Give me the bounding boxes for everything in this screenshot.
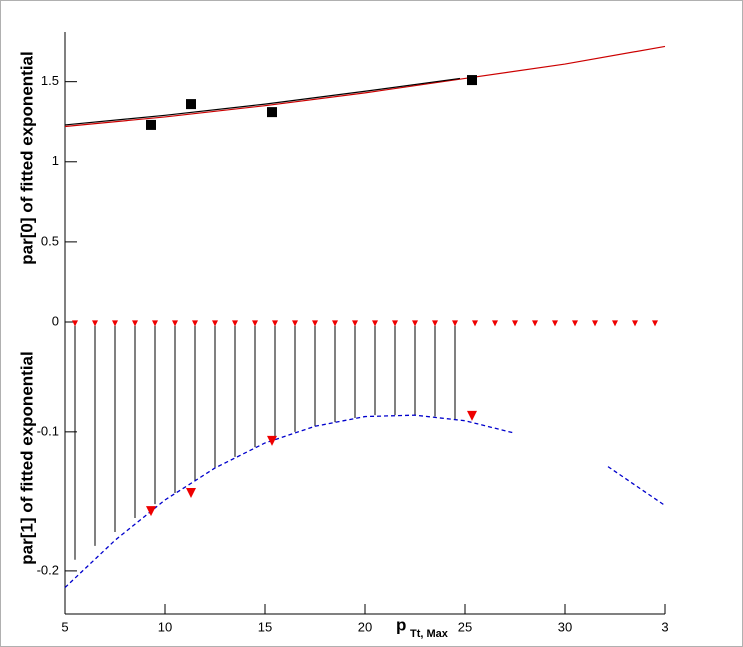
marker — [592, 320, 598, 327]
marker — [267, 107, 277, 118]
marker — [552, 320, 558, 327]
marker — [467, 75, 477, 86]
marker — [72, 320, 78, 327]
marker — [172, 320, 178, 327]
x-tick-label: 15 — [258, 619, 272, 634]
curve — [64, 414, 666, 589]
marker — [632, 320, 638, 327]
x-axis-label: p — [396, 615, 406, 634]
marker — [412, 320, 418, 327]
marker — [232, 320, 238, 327]
x-tick-label: 5 — [61, 619, 68, 634]
marker — [192, 320, 198, 327]
x-axis-label-sub: Tt, Max — [410, 628, 449, 640]
marker — [652, 320, 658, 327]
marker — [352, 320, 358, 327]
y-tick-label: -0.1 — [37, 423, 59, 438]
y-tick-label: 0 — [52, 313, 59, 328]
marker — [467, 410, 477, 421]
marker — [512, 320, 518, 327]
marker — [312, 320, 318, 327]
marker — [292, 320, 298, 327]
marker — [132, 320, 138, 327]
marker — [332, 320, 338, 327]
y-tick-label: 0.5 — [41, 233, 59, 248]
x-tick-label: 3 — [661, 619, 668, 634]
marker — [392, 320, 398, 327]
marker — [472, 320, 478, 327]
y-axis-label: par[1] of fitted exponential — [17, 351, 36, 564]
y-tick-label: -0.2 — [37, 562, 59, 577]
curve — [64, 45, 666, 128]
x-tick-label: 25 — [458, 619, 472, 634]
x-tick-label: 20 — [358, 619, 372, 634]
marker — [372, 320, 378, 327]
x-tick-label: 10 — [158, 619, 172, 634]
marker — [272, 320, 278, 327]
y-tick-label: 1.5 — [41, 73, 59, 88]
marker — [432, 320, 438, 327]
marker — [186, 488, 196, 499]
marker — [492, 320, 498, 327]
marker — [186, 99, 196, 110]
y-tick-label: 1 — [52, 153, 59, 168]
x-tick-label: 30 — [558, 619, 572, 634]
marker — [267, 435, 277, 446]
y-axis-label: par[0] of fitted exponential — [17, 51, 36, 264]
marker — [212, 320, 218, 327]
marker — [252, 320, 258, 327]
marker — [146, 119, 156, 130]
curve — [64, 77, 461, 126]
marker — [152, 320, 158, 327]
marker — [452, 320, 458, 327]
marker — [112, 320, 118, 327]
marker — [146, 506, 156, 517]
marker — [92, 320, 98, 327]
marker — [612, 320, 618, 327]
marker — [532, 320, 538, 327]
marker — [572, 320, 578, 327]
